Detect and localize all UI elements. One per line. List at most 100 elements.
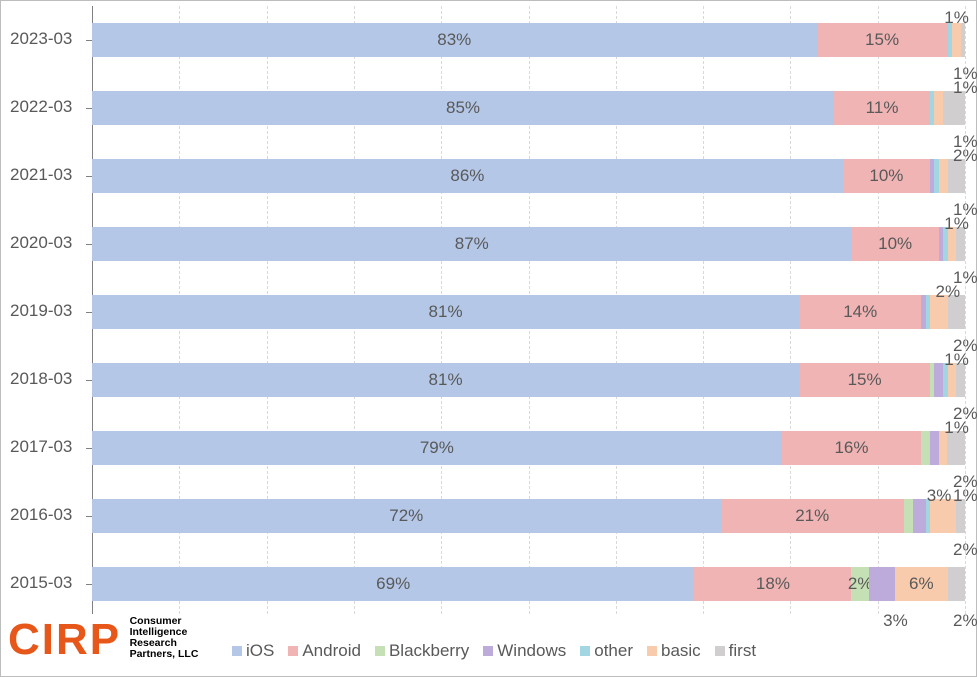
y-tick-label: 2019-03	[10, 301, 72, 321]
bar-segment-ios: 81%	[92, 363, 799, 397]
bar-segment-first	[956, 227, 965, 261]
legend-label: Windows	[497, 641, 566, 661]
bar-segment-label: 83%	[437, 30, 471, 50]
bar-segment-android: 18%	[694, 567, 851, 601]
bar-segment-label: 21%	[795, 506, 829, 526]
external-label: 2%	[953, 611, 977, 631]
bar-segment-label: 87%	[455, 234, 489, 254]
bar-segment-android: 14%	[799, 295, 921, 329]
bar-segment-first	[947, 431, 964, 465]
bar-segment-label: 85%	[446, 98, 480, 118]
legend-swatch	[375, 646, 385, 656]
bar-segment-android: 16%	[782, 431, 922, 465]
bar-segment-label: 10%	[869, 166, 903, 186]
bar-segment-label: 11%	[866, 98, 899, 118]
bar-row: 81% 15%	[92, 363, 965, 397]
bar-segment-first	[956, 363, 965, 397]
bar-segment-first	[943, 91, 965, 125]
bar-row: 87% 10%	[92, 227, 965, 261]
bar-row: 79% 16%	[92, 431, 965, 465]
bar-row: 69%18%2%6%	[92, 567, 965, 601]
legend-swatch	[288, 646, 298, 656]
bar-segment-basic	[952, 23, 961, 57]
legend-item-other: other	[580, 641, 633, 661]
bar-segment-first	[961, 23, 965, 57]
y-tick-label: 2016-03	[10, 505, 72, 525]
y-tick-label: 2023-03	[10, 29, 72, 49]
bar-row: 86% 10%	[92, 159, 965, 193]
bar-segment-label: 15%	[848, 370, 882, 390]
legend-item-windows: Windows	[483, 641, 566, 661]
legend-swatch	[483, 646, 493, 656]
logo-subtitle: Consumer Intelligence Research Partners,…	[130, 616, 199, 660]
legend-label: first	[729, 641, 756, 661]
chart-legend: iOS Android Blackberry Windows other basic fir…	[232, 641, 756, 661]
bar-segment-basic	[939, 431, 948, 465]
logo-wordmark: CIRP	[8, 618, 121, 662]
legend-swatch	[232, 646, 242, 656]
bar-segment-basic	[930, 295, 947, 329]
bar-row: 83% 15%	[92, 23, 965, 57]
bar-segment-basic	[934, 91, 943, 125]
bar-segment-android: 10%	[843, 159, 930, 193]
y-tick-label: 2020-03	[10, 233, 72, 253]
bar-segment-label: 6%	[909, 574, 934, 594]
bar-segment-ios: 72%	[92, 499, 721, 533]
legend-item-basic: basic	[647, 641, 701, 661]
bar-segment-label: 69%	[376, 574, 410, 594]
legend-label: iOS	[246, 641, 274, 661]
bar-segment-label: 79%	[420, 438, 454, 458]
bar-segment-android: 15%	[799, 363, 930, 397]
bar-row: 85% 11%	[92, 91, 965, 125]
legend-item-ios: iOS	[232, 641, 274, 661]
bar-segment-ios: 85%	[92, 91, 834, 125]
legend-swatch	[647, 646, 657, 656]
bar-segment-label: 81%	[429, 370, 463, 390]
bar-segment-label: 81%	[429, 302, 463, 322]
bar-segment-basic	[948, 363, 957, 397]
bar-segment-windows	[930, 431, 939, 465]
bar-segment-ios: 69%	[92, 567, 694, 601]
bar-segment-blackberry	[921, 431, 930, 465]
y-tick-label: 2018-03	[10, 369, 72, 389]
legend-item-blackberry: Blackberry	[375, 641, 469, 661]
bar-segment-android: 21%	[721, 499, 904, 533]
bar-segment-ios: 81%	[92, 295, 799, 329]
bar-segment-basic	[930, 499, 956, 533]
bar-segment-basic	[948, 227, 957, 261]
bar-segment-ios: 83%	[92, 23, 817, 57]
external-label: 3%	[883, 611, 908, 631]
bar-segment-first	[956, 499, 965, 533]
bar-segment-windows	[934, 363, 943, 397]
cirp-logo: CIRP Consumer Intelligence Research Part…	[8, 616, 198, 662]
bar-segment-label: 10%	[878, 234, 912, 254]
bar-row: 81% 14%	[92, 295, 965, 329]
bar-segment-label: 16%	[834, 438, 868, 458]
bar-segment-windows	[869, 567, 895, 601]
bar-segment-label: 15%	[865, 30, 899, 50]
bar-segment-first	[948, 295, 965, 329]
bar-segment-windows	[913, 499, 926, 533]
bar-segment-first	[948, 567, 965, 601]
bar-segment-ios: 87%	[92, 227, 852, 261]
legend-label: other	[594, 641, 633, 661]
legend-item-first: first	[715, 641, 756, 661]
bar-segment-android: 11%	[834, 91, 930, 125]
bar-segment-android: 15%	[817, 23, 948, 57]
bar-segment-ios: 86%	[92, 159, 843, 193]
bar-segment-blackberry	[904, 499, 913, 533]
legend-label: Android	[302, 641, 361, 661]
y-tick-label: 2015-03	[10, 573, 72, 593]
gridline	[965, 6, 966, 614]
bar-segment-basic: 6%	[895, 567, 947, 601]
legend-label: basic	[661, 641, 701, 661]
bar-segment-android: 10%	[852, 227, 939, 261]
y-tick-label: 2017-03	[10, 437, 72, 457]
legend-swatch	[715, 646, 725, 656]
y-tick-label: 2022-03	[10, 97, 72, 117]
bar-segment-label: 14%	[843, 302, 877, 322]
bar-segment-label: 72%	[389, 506, 423, 526]
y-tick-label: 2021-03	[10, 165, 72, 185]
bar-segment-label: 18%	[756, 574, 790, 594]
bar-segment-ios: 79%	[92, 431, 782, 465]
